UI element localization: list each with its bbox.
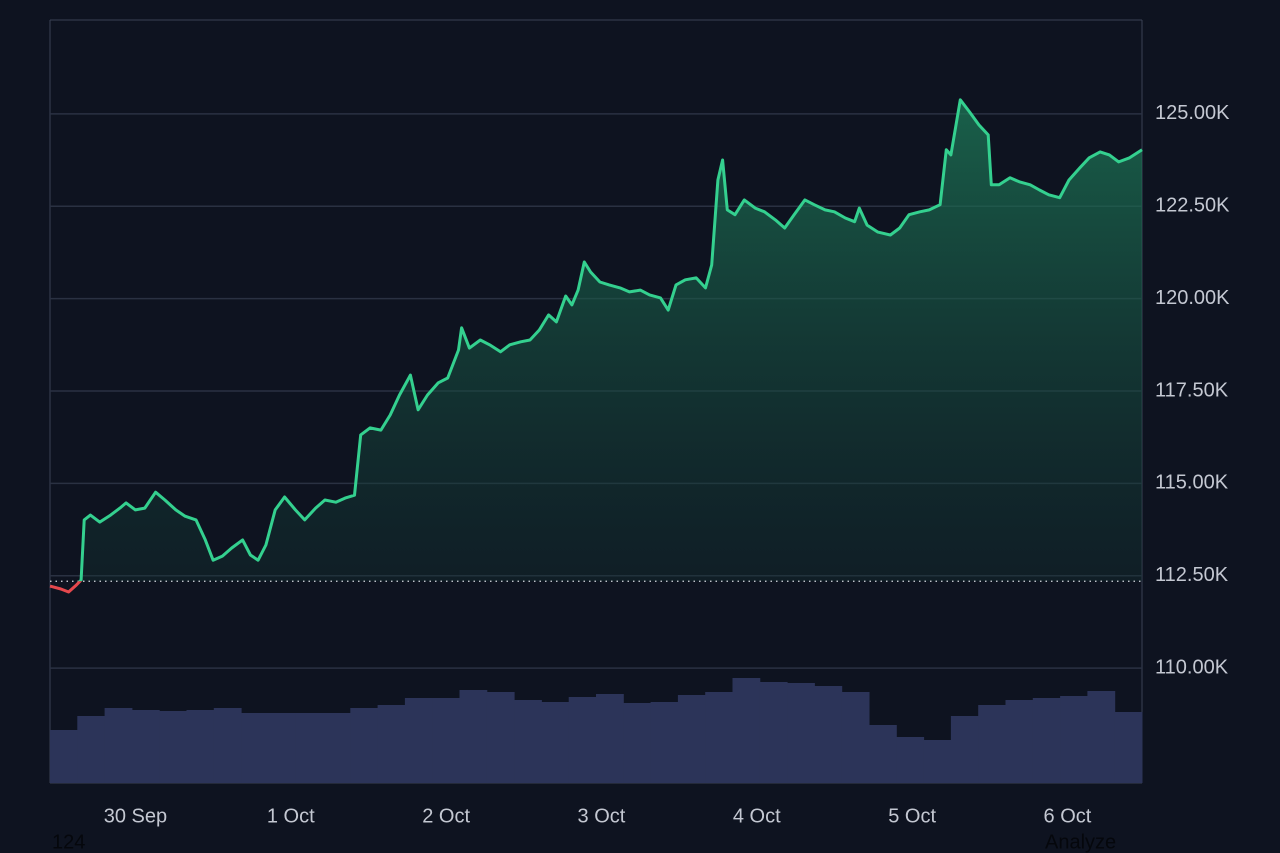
volume-bar [732, 678, 761, 783]
volume-bar [950, 716, 979, 783]
x-tick-label: 2 Oct [422, 805, 470, 827]
volume-bar [1060, 696, 1088, 783]
x-tick-label: 6 Oct [1044, 805, 1092, 827]
volume-bar [350, 708, 379, 783]
volume-bar [978, 705, 1006, 783]
area [79, 99, 1142, 582]
volume-bar [568, 697, 597, 783]
y-tick-label: 117.50K [1155, 379, 1229, 401]
x-tick-label: 5 Oct [888, 805, 936, 827]
volume-bar [841, 692, 870, 783]
volume-bar [677, 695, 706, 783]
volume-bar [596, 694, 624, 783]
x-tick-label: 1 Oct [267, 805, 315, 827]
volume-bar [323, 713, 351, 783]
x-tick-label: 4 Oct [733, 805, 781, 827]
volume-bar [759, 682, 788, 783]
volume-bar [923, 740, 952, 783]
volume-bar [650, 702, 679, 783]
volume-bar [705, 692, 733, 783]
volume-bar [1032, 698, 1061, 783]
x-tick-label: 3 Oct [578, 805, 626, 827]
footer-left: 124 [52, 831, 85, 853]
volume-bar [159, 711, 187, 783]
y-tick-label: 115.00K [1155, 472, 1229, 494]
volume-bar [377, 705, 406, 783]
volume-bar [514, 700, 542, 783]
x-tick-label: 30 Sep [104, 805, 167, 827]
volume-bar [131, 710, 160, 783]
volume-bar [1005, 700, 1034, 783]
volume-bar [77, 716, 106, 783]
volume-bar [814, 686, 843, 783]
volume-bar [623, 703, 652, 783]
volume-bar [869, 725, 897, 783]
volume-bar [1114, 712, 1143, 783]
volume-bar [268, 713, 297, 783]
volume-bar [787, 683, 815, 783]
y-tick-label: 110.00K [1155, 656, 1229, 678]
volume-bar [104, 708, 133, 783]
volume-bar [1087, 691, 1116, 783]
volume-bar [541, 702, 570, 783]
volume-bar [404, 698, 433, 783]
y-tick-label: 122.50K [1155, 195, 1230, 217]
volume-bar [459, 690, 488, 783]
volume-bar [213, 708, 242, 783]
footer-right: Analyze [1045, 831, 1116, 853]
price-line [77, 98, 1143, 582]
volume-bar [241, 713, 269, 783]
volume-bar [295, 713, 324, 783]
y-tick-label: 120.00K [1155, 287, 1230, 309]
volume-bar [50, 730, 78, 783]
volume-bar [896, 737, 925, 783]
volume-bar [186, 710, 215, 783]
volume-bar [486, 692, 515, 783]
y-tick-label: 112.50K [1155, 564, 1229, 586]
y-tick-label: 125.00K [1155, 102, 1230, 124]
volume-bar [432, 698, 460, 783]
